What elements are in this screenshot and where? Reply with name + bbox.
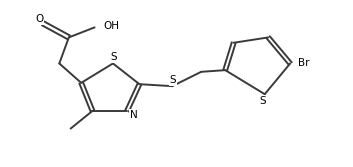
Text: S: S (110, 52, 117, 62)
Text: N: N (130, 110, 138, 120)
Text: S: S (260, 96, 266, 106)
Text: OH: OH (103, 21, 119, 31)
Text: O: O (35, 14, 44, 24)
Text: Br: Br (298, 58, 310, 68)
Text: S: S (170, 75, 176, 85)
